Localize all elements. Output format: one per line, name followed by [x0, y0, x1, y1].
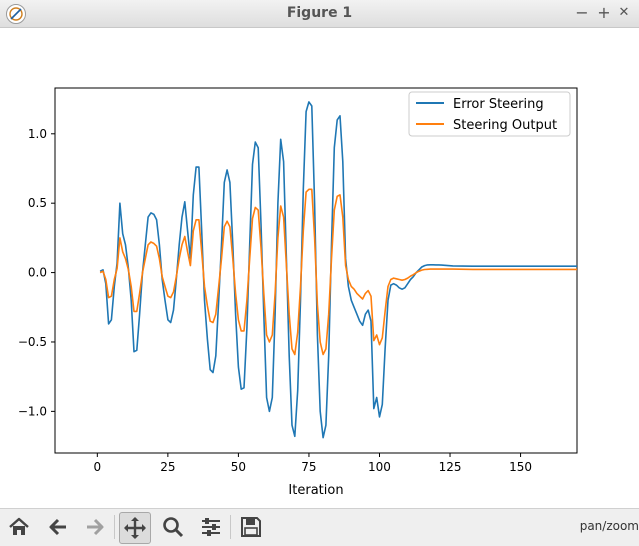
close-button[interactable]: ✕	[618, 5, 630, 20]
figure-canvas[interactable]: 0 25 50 75 100 125 150 −1.0 −0.5 0.0 0.5 1.0 Itera…	[0, 28, 639, 508]
home-icon	[9, 517, 29, 535]
zoom-icon	[163, 517, 184, 538]
y-tick-label: 0.0	[28, 266, 47, 280]
x-tick-label: 75	[301, 460, 316, 474]
line-chart[interactable]: 0 25 50 75 100 125 150 −1.0 −0.5 0.0 0.5 1.0 Itera…	[0, 28, 639, 508]
save-button[interactable]	[236, 512, 266, 542]
x-tick-label: 0	[94, 460, 102, 474]
y-tick-label: 0.5	[28, 196, 47, 210]
pan-button[interactable]	[119, 512, 151, 544]
x-axis: 0 25 50 75 100 125 150	[94, 453, 532, 474]
forward-button[interactable]	[80, 512, 110, 542]
series-lines	[99, 101, 577, 439]
title-bar: Figure 1 − + ✕	[0, 0, 639, 28]
window-title: Figure 1	[286, 5, 353, 21]
series-line-error-steering	[99, 101, 577, 439]
app-icon	[6, 4, 26, 24]
maximize-button[interactable]: +	[597, 3, 611, 22]
back-button[interactable]	[43, 512, 73, 542]
toolbar-separator	[114, 515, 115, 539]
y-tick-label: 1.0	[28, 127, 47, 141]
toolbar: pan/zoom	[0, 508, 639, 546]
save-icon	[241, 517, 261, 537]
x-tick-label: 125	[439, 460, 462, 474]
x-tick-label: 50	[231, 460, 246, 474]
x-tick-label: 100	[368, 460, 391, 474]
series-line-steering-output	[99, 188, 577, 356]
toolbar-separator	[230, 515, 231, 539]
home-button[interactable]	[4, 512, 34, 542]
x-tick-label: 25	[160, 460, 175, 474]
configure-subplots-icon	[202, 518, 220, 536]
configure-subplots-button[interactable]	[196, 512, 226, 542]
minimize-button[interactable]: −	[575, 3, 589, 22]
zoom-button[interactable]	[158, 512, 188, 542]
forward-icon	[87, 518, 104, 536]
x-axis-label: Iteration	[288, 483, 343, 498]
back-icon	[49, 518, 66, 536]
legend-box	[408, 91, 571, 137]
pan-icon	[124, 517, 146, 539]
legend: Error Steering Steering Output	[408, 91, 571, 137]
y-tick-label: −0.5	[18, 335, 47, 349]
x-tick-label: 150	[509, 460, 532, 474]
y-tick-label: −1.0	[18, 404, 47, 418]
y-axis: −1.0 −0.5 0.0 0.5 1.0	[18, 127, 55, 418]
legend-label-error-steering: Error Steering	[453, 97, 544, 112]
legend-label-steering-output: Steering Output	[453, 118, 557, 133]
mode-indicator: pan/zoom	[579, 519, 639, 533]
